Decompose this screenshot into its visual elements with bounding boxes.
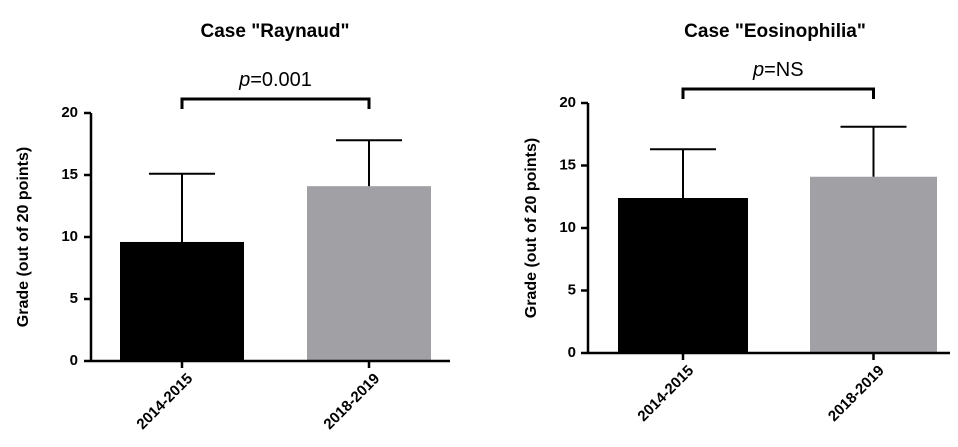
chart-title: Case "Eosinophilia" xyxy=(684,21,866,42)
x-tick-label: 2018-2019 xyxy=(825,362,888,425)
p-symbol: p xyxy=(752,59,764,81)
x-tick-label: 2014-2015 xyxy=(133,370,196,433)
bar-2018-2019 xyxy=(810,176,937,353)
y-tick-label: 5 xyxy=(568,281,576,298)
y-tick-label: 15 xyxy=(559,156,576,173)
y-tick-label: 15 xyxy=(61,166,78,183)
y-tick-label: 10 xyxy=(61,228,78,245)
bar-2014-2015 xyxy=(120,241,244,361)
y-tick-label: 5 xyxy=(70,290,78,307)
significance-label: p=NS xyxy=(752,59,804,81)
chart-title: Case "Raynaud" xyxy=(201,21,350,42)
y-axis-label: Grade (out of 20 points) xyxy=(15,147,32,327)
y-tick-label: 20 xyxy=(559,94,576,111)
y-tick-label: 10 xyxy=(559,219,576,236)
y-tick-label: 20 xyxy=(61,104,78,121)
y-axis-label: Grade (out of 20 points) xyxy=(523,138,540,318)
x-tick-label: 2018-2019 xyxy=(320,370,383,433)
chart-2: Case "Eosinophilia" Grade (out of 20 poin… xyxy=(523,21,950,425)
p-value: =NS xyxy=(764,59,803,81)
chart-1: Case "Raynaud" Grade (out of 20 points) 20… xyxy=(15,21,450,433)
p-symbol: p xyxy=(238,69,250,91)
significance-bracket xyxy=(681,87,875,99)
bar-2018-2019 xyxy=(307,186,431,361)
bar-2014-2015 xyxy=(618,198,748,353)
p-value: =0.001 xyxy=(250,69,312,91)
significance-bracket xyxy=(180,97,371,109)
y-tick-label: 0 xyxy=(568,344,576,361)
y-tick-label: 0 xyxy=(70,352,78,369)
significance-label: p=0.001 xyxy=(238,69,312,91)
x-tick-label: 2014-2015 xyxy=(634,362,697,425)
